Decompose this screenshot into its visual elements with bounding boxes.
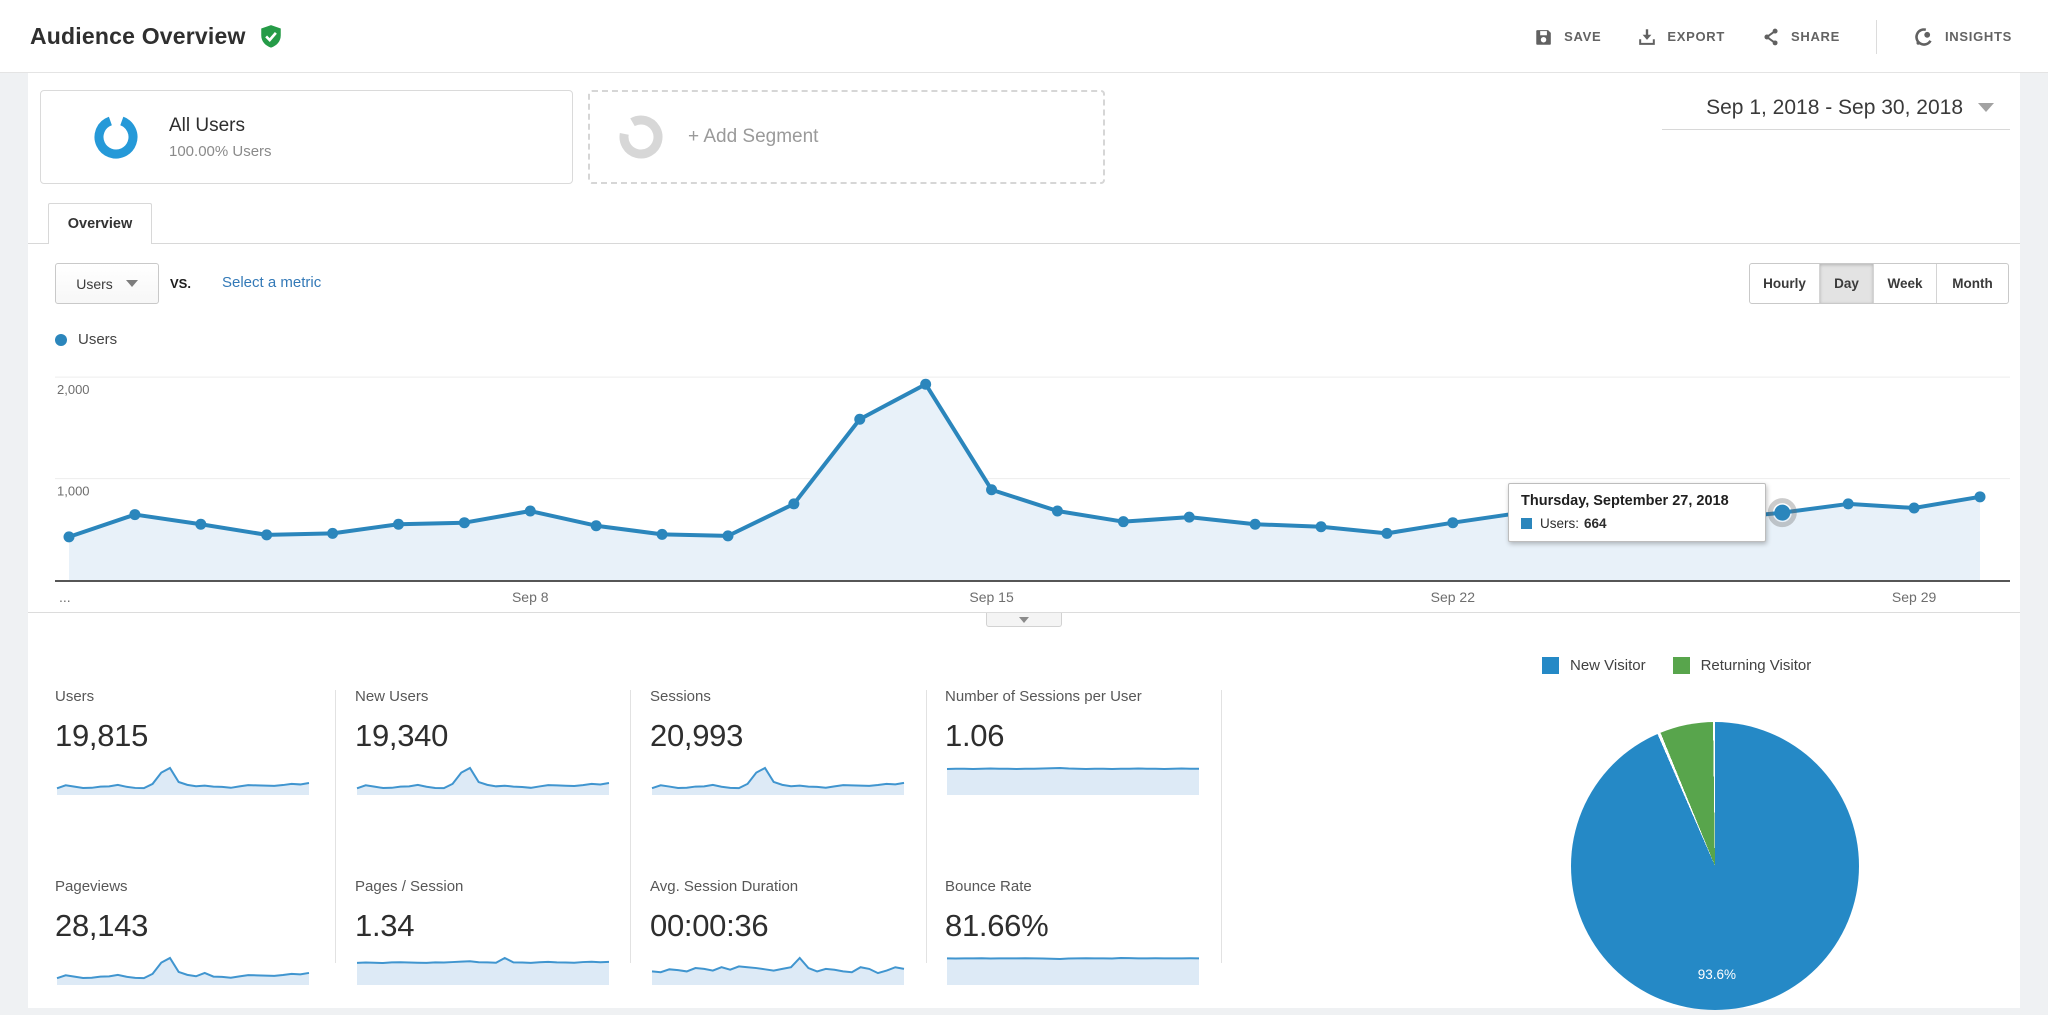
series-swatch-icon	[1521, 518, 1532, 529]
segment-title: All Users	[169, 114, 246, 136]
save-button[interactable]: SAVE	[1534, 27, 1601, 47]
segment-all-users[interactable]: All Users 100.00% Users	[40, 90, 573, 184]
add-segment-label: + Add Segment	[688, 126, 819, 147]
pie-legend: New Visitor Returning Visitor	[1542, 657, 1811, 674]
svg-text:Sep 22: Sep 22	[1431, 589, 1476, 605]
granularity-week[interactable]: Week	[1873, 264, 1936, 303]
scorecard-pageviews: Pageviews 28,143	[55, 878, 355, 1015]
scorecard-avg-session-duration: Avg. Session Duration 00:00:36	[650, 878, 945, 1015]
sparkline-chart	[946, 766, 1199, 795]
pie-slice-label: 93.6%	[1697, 967, 1736, 982]
tab-overview[interactable]: Overview	[48, 203, 152, 244]
svg-text:Sep 8: Sep 8	[512, 589, 549, 605]
chart-bottom-border	[28, 612, 2020, 613]
granularity-control: Hourly Day Week Month	[1749, 263, 2009, 304]
header-bar: Audience Overview SAVE	[0, 0, 2048, 73]
page-title: Audience Overview	[30, 23, 246, 49]
segment-donut-gray-icon	[618, 114, 664, 160]
chevron-down-icon	[1019, 616, 1029, 623]
vs-label: VS.	[170, 276, 191, 291]
visitor-type-pie-chart: 93.6%	[1571, 722, 1859, 1010]
scorecard-new-users: New Users 19,340	[355, 688, 650, 878]
svg-text:...: ...	[59, 589, 71, 605]
metric-dropdown[interactable]: Users	[55, 263, 159, 304]
save-icon	[1534, 27, 1554, 47]
svg-text:1,000: 1,000	[57, 484, 90, 499]
share-icon	[1761, 27, 1781, 47]
download-icon	[1637, 27, 1657, 47]
scorecard-users: Users 19,815	[55, 688, 355, 878]
insights-icon	[1913, 26, 1935, 48]
sparkline-chart	[356, 956, 610, 985]
insights-button[interactable]: INSIGHTS	[1913, 26, 2012, 48]
sparkline-chart	[651, 956, 905, 985]
scorecard-sessions-per-user: Number of Sessions per User 1.06	[945, 688, 1240, 878]
users-legend-dot-icon	[55, 333, 67, 346]
new-visitor-swatch-icon	[1542, 657, 1559, 674]
chevron-down-icon	[125, 280, 138, 287]
users-legend-label: Users	[78, 331, 118, 348]
column-divider	[926, 690, 927, 963]
verified-shield-icon	[259, 24, 283, 50]
column-divider	[630, 690, 631, 963]
date-range-picker[interactable]: Sep 1, 2018 - Sep 30, 2018	[1662, 86, 2010, 130]
segment-donut-icon	[93, 114, 139, 160]
add-segment-button[interactable]: + Add Segment	[588, 90, 1105, 184]
segment-subtitle: 100.00% Users	[169, 142, 272, 160]
scorecards-grid: Users 19,815 New Users 19,340 Sessions 2…	[55, 688, 1245, 1015]
granularity-day[interactable]: Day	[1819, 264, 1873, 303]
sparkline-chart	[56, 956, 310, 985]
scorecard-bounce-rate: Bounce Rate 81.66%	[945, 878, 1240, 1015]
returning-visitor-swatch-icon	[1672, 657, 1690, 674]
export-button[interactable]: EXPORT	[1637, 27, 1725, 47]
svg-text:Sep 29: Sep 29	[1892, 589, 1937, 605]
granularity-hourly[interactable]: Hourly	[1763, 276, 1806, 291]
svg-text:Sep 15: Sep 15	[969, 589, 1014, 605]
legend-new-visitor: New Visitor	[1542, 657, 1646, 674]
tooltip-date: Thursday, September 27, 2018	[1521, 493, 1729, 509]
granularity-month[interactable]: Month	[1936, 264, 2008, 303]
scorecard-pages-per-session: Pages / Session 1.34	[355, 878, 650, 1015]
chevron-down-icon	[1978, 103, 1994, 112]
select-metric-link[interactable]: Select a metric	[222, 274, 322, 291]
tooltip-value: 664	[1584, 516, 1607, 531]
collapse-drawer-toggle[interactable]	[986, 613, 1062, 627]
scorecard-sessions: Sessions 20,993	[650, 688, 945, 878]
share-button[interactable]: SHARE	[1761, 27, 1840, 47]
chart-legend: Users	[55, 331, 117, 348]
date-range-text: Sep 1, 2018 - Sep 30, 2018	[1706, 95, 1963, 119]
svg-text:2,000: 2,000	[57, 382, 90, 397]
header-divider	[1876, 19, 1877, 54]
column-divider	[335, 690, 336, 963]
column-divider	[1221, 690, 1222, 963]
sparkline-chart	[356, 766, 610, 795]
tooltip-metric: Users:	[1540, 516, 1580, 531]
sparkline-chart	[651, 766, 905, 795]
sparkline-chart	[946, 956, 1200, 985]
legend-returning-visitor: Returning Visitor	[1672, 657, 1811, 674]
chart-tooltip: Thursday, September 27, 2018 Users: 664	[1508, 483, 1766, 542]
sparkline-chart	[56, 766, 310, 795]
tabstrip-border	[28, 243, 2020, 244]
